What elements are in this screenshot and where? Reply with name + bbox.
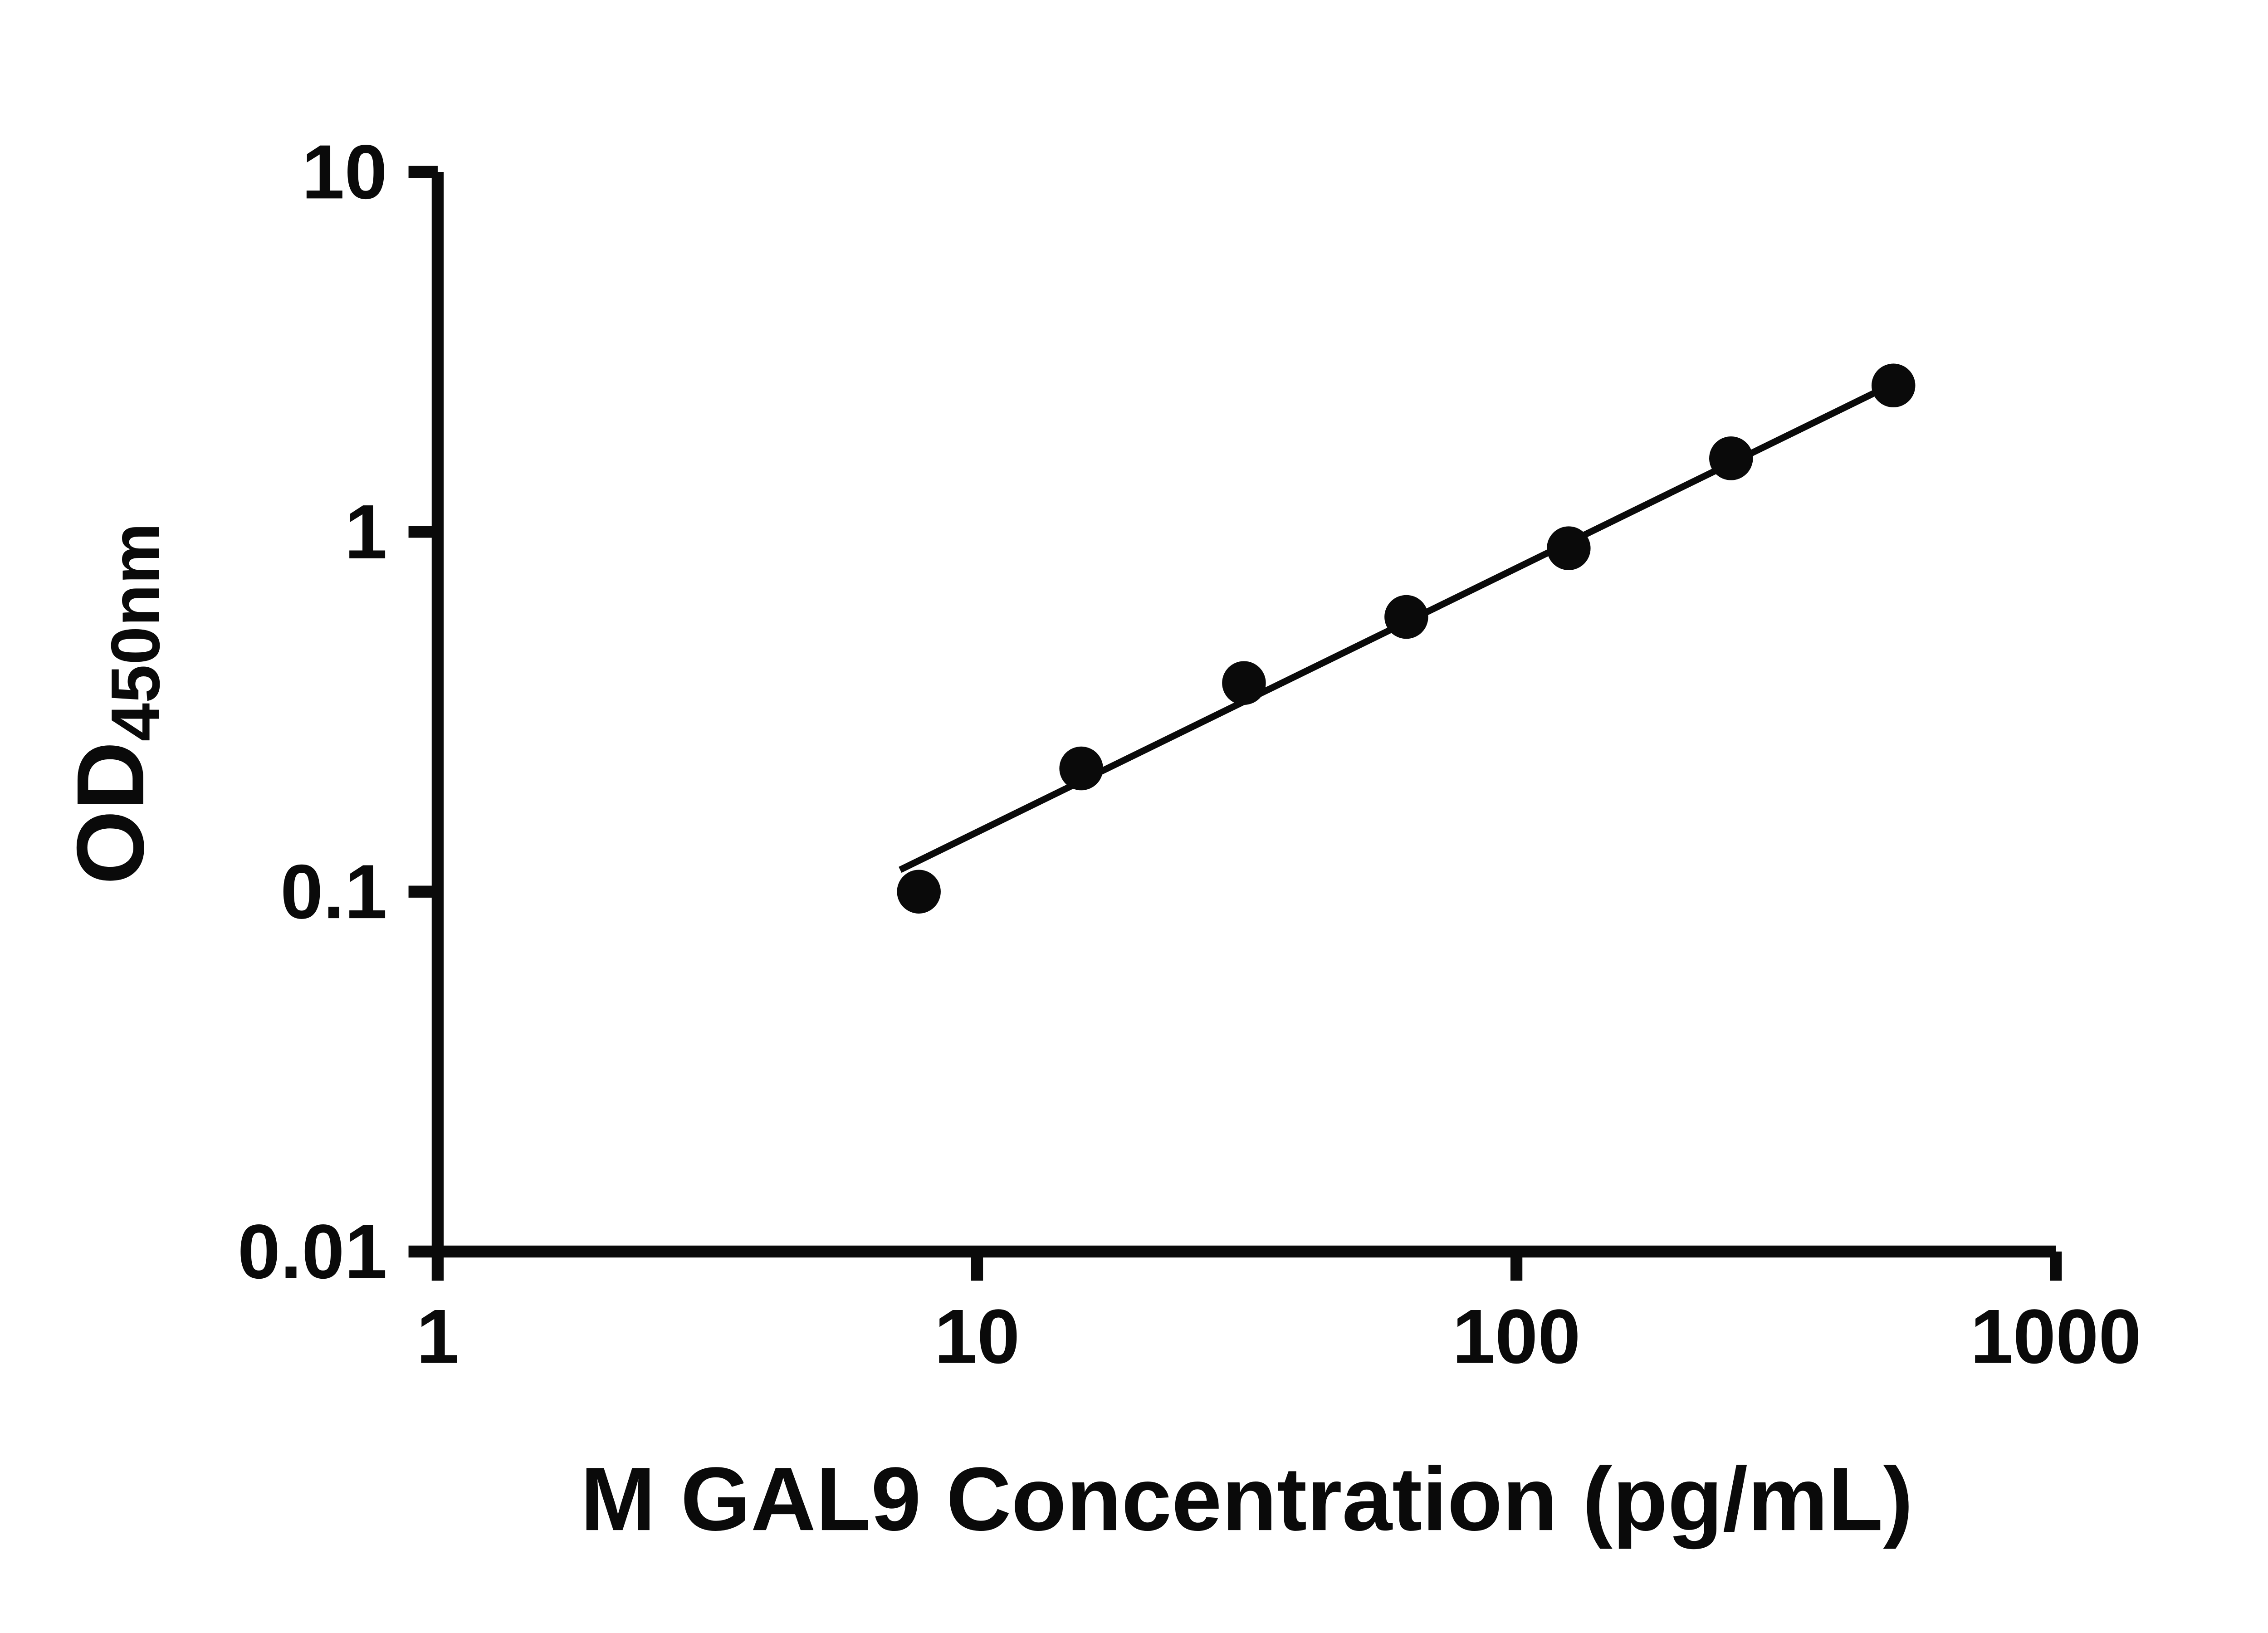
y-axis-title-main: OD — [57, 741, 164, 885]
y-tick-label: 0.01 — [238, 1208, 387, 1295]
y-axis-title: OD450nm — [57, 523, 174, 885]
y-tick-label: 0.1 — [280, 848, 387, 934]
y-axis-title-subscript: 450nm — [97, 523, 174, 742]
x-axis-title: M GAL9 Concentration (pg/mL) — [581, 1449, 1913, 1550]
data-point — [1709, 436, 1753, 480]
y-tick-label: 1 — [344, 489, 387, 575]
data-point — [1547, 526, 1591, 570]
data-point — [1059, 746, 1103, 791]
axes — [431, 171, 2056, 1258]
data-point — [897, 870, 941, 914]
x-tick-label: 10 — [934, 1293, 1020, 1379]
x-tick-label: 100 — [1452, 1293, 1581, 1379]
data-point — [1871, 363, 1916, 408]
x-tick-label: 1000 — [1970, 1293, 2141, 1379]
data-point — [1222, 661, 1266, 705]
data-point — [1384, 595, 1428, 639]
x-tick-label: 1 — [416, 1293, 459, 1379]
y-tick-label: 10 — [302, 128, 387, 215]
plot-area: 1 10 100 1000 0.01 0.1 1 10 — [238, 128, 2141, 1379]
